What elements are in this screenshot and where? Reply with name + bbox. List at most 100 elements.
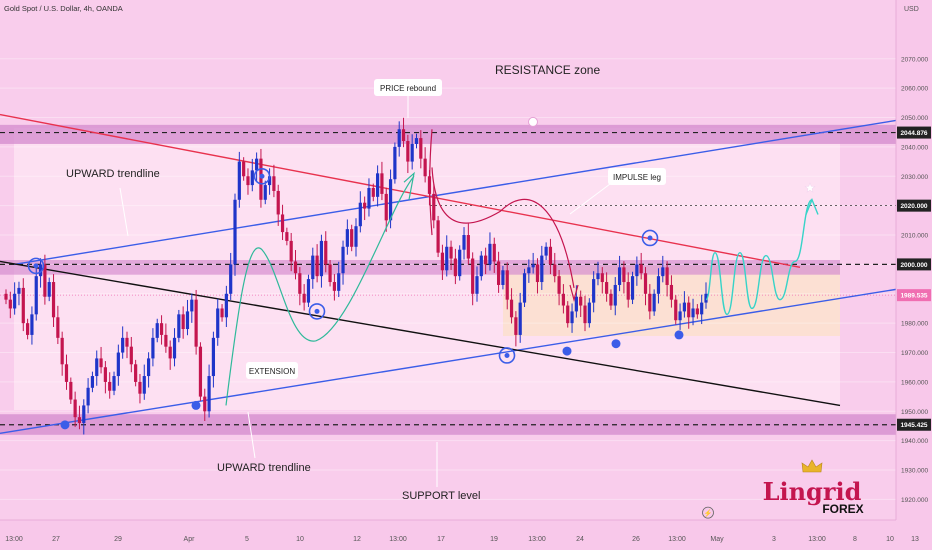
candle-body xyxy=(324,240,328,265)
price-badge xyxy=(897,258,931,271)
y-tick-label: 1980.000 xyxy=(901,321,928,328)
candle-body xyxy=(358,202,362,227)
candle-body xyxy=(159,323,164,335)
candle-body xyxy=(557,276,561,294)
candle-body xyxy=(112,376,116,391)
touch-point-circle xyxy=(498,347,516,364)
touch-point-circle xyxy=(308,303,326,320)
candle-body xyxy=(445,246,449,271)
lightning-icon xyxy=(702,506,714,519)
candle-body xyxy=(440,252,445,271)
candle-body xyxy=(47,282,51,297)
candle-body xyxy=(134,364,138,382)
lower-upward-trendline xyxy=(0,288,897,435)
candle-body xyxy=(414,138,419,144)
x-tick-label: 13 xyxy=(911,536,919,543)
candle-body xyxy=(674,299,678,321)
candle-body xyxy=(496,261,501,285)
candle-body xyxy=(691,308,695,318)
x-tick-label: 5 xyxy=(245,536,249,543)
candle-body xyxy=(121,337,125,353)
candle-body xyxy=(38,264,43,277)
y-tick-label: 2040.000 xyxy=(901,144,928,151)
candle-body xyxy=(64,364,69,382)
candle-body xyxy=(332,282,336,291)
candle-body xyxy=(319,240,324,277)
candle-body xyxy=(138,381,142,394)
candle-body xyxy=(471,258,475,294)
candle-body xyxy=(466,235,470,259)
upward-trendline-pointer-bottom xyxy=(247,411,256,459)
candle-body xyxy=(682,302,686,312)
candle-body xyxy=(311,255,315,280)
candle-body xyxy=(700,302,704,315)
price-badge xyxy=(897,126,931,139)
x-tick-label: 13:00 xyxy=(528,536,546,543)
touch-point-circle xyxy=(27,257,45,275)
impulse-drop xyxy=(429,129,433,236)
x-tick-label: 13:00 xyxy=(668,536,686,543)
candle-body xyxy=(531,264,535,268)
candle-body xyxy=(561,293,566,306)
candle-body xyxy=(518,302,522,335)
candle-body xyxy=(354,226,358,247)
candle-body xyxy=(151,337,155,359)
candle-body xyxy=(280,214,285,233)
x-tick-label: 10 xyxy=(886,536,894,543)
price-badge-label: 2000.000 xyxy=(900,262,927,269)
y-tick-label: 1970.000 xyxy=(901,350,928,357)
candle-body xyxy=(643,273,648,294)
support-touch-dot xyxy=(562,346,572,356)
x-tick-label: 3 xyxy=(772,536,776,543)
impulse-callout xyxy=(608,168,666,185)
candle-body xyxy=(423,158,427,177)
candle-body xyxy=(34,276,38,315)
target-star-icon xyxy=(804,182,816,193)
candle-body xyxy=(635,264,639,277)
candle-body xyxy=(587,302,591,324)
price-rebound-label: PRICE rebound xyxy=(380,84,436,93)
candle-body xyxy=(272,176,276,191)
candle-body xyxy=(617,267,622,285)
symbol-title: Gold Spot / U.S. Dollar, 4h, OANDA xyxy=(4,4,123,13)
lightning-glyph: ⚡ xyxy=(704,509,713,518)
impulse-path xyxy=(431,167,575,289)
candle-body xyxy=(704,293,708,303)
price-badge xyxy=(897,199,931,212)
extension-callout xyxy=(246,362,298,379)
candle-body xyxy=(401,129,406,142)
impulse-leg-label: IMPULSE leg xyxy=(613,173,661,182)
candle-body xyxy=(488,243,492,265)
pivot-zone-band xyxy=(0,260,840,275)
descending-black-trendline xyxy=(0,260,841,407)
candle-body xyxy=(177,314,181,338)
candle-body xyxy=(164,334,168,347)
candle-body xyxy=(596,273,600,280)
candle-body xyxy=(695,308,699,315)
descending-red-trendline xyxy=(0,113,801,269)
candle-body xyxy=(220,308,224,318)
impulse-arrowhead xyxy=(569,284,579,302)
candle-body xyxy=(168,346,172,359)
support-touch-dot xyxy=(611,339,621,349)
resistance-marker-icon xyxy=(528,116,538,127)
candle-body xyxy=(522,273,527,303)
candle-body xyxy=(337,273,341,291)
candle-body xyxy=(306,279,311,303)
candle-body xyxy=(367,188,371,209)
y-tick-label: 2030.000 xyxy=(901,174,928,181)
x-tick-label: 8 xyxy=(853,536,857,543)
candle-body xyxy=(341,246,345,274)
candle-body xyxy=(190,299,194,312)
candle-body xyxy=(255,158,259,171)
impulse-pointer xyxy=(569,183,611,215)
x-tick-label: 10 xyxy=(296,536,304,543)
candle-body xyxy=(203,396,207,412)
candle-body xyxy=(246,176,250,186)
y-tick-label: 1920.000 xyxy=(901,497,928,504)
candle-body xyxy=(406,141,410,162)
candle-body xyxy=(393,146,397,180)
y-tick-label: 2070.000 xyxy=(901,56,928,63)
price-badge xyxy=(897,418,931,431)
